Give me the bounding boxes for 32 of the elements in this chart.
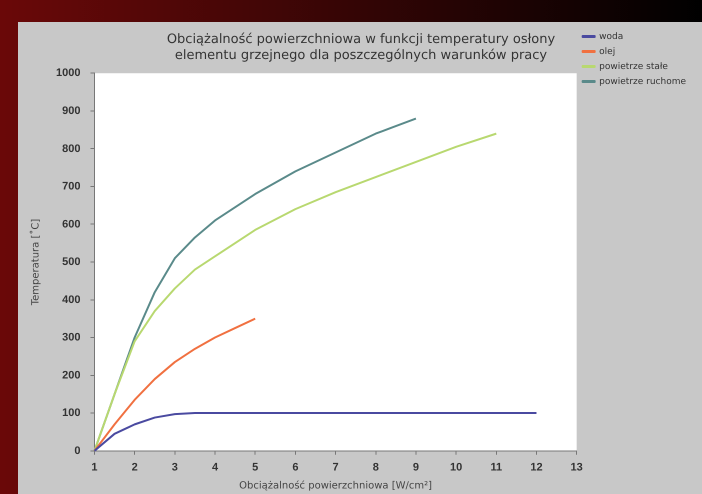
x-tick-label: 12 bbox=[530, 461, 543, 474]
x-tick-label: 13 bbox=[570, 461, 583, 474]
x-tick-label: 10 bbox=[450, 461, 462, 474]
x-tick-label: 9 bbox=[412, 461, 419, 474]
x-tick-label: 2 bbox=[132, 461, 138, 474]
y-tick-label: 0 bbox=[74, 444, 80, 457]
x-tick-label: 6 bbox=[292, 461, 298, 474]
y-tick-label: 900 bbox=[62, 104, 80, 117]
y-tick-label: 800 bbox=[62, 142, 80, 155]
y-axis-title: Temperatura [˚C] bbox=[30, 218, 42, 306]
x-tick-label: 5 bbox=[252, 461, 258, 474]
y-tick-label: 200 bbox=[62, 369, 80, 382]
x-tick-label: 8 bbox=[372, 461, 379, 474]
panel-frame: Obciążalność powierzchniowa [W/cm²] Temperatura [˚C] woda olej powietrze stałe powietrze ruchome Obciążalność powierzchniowa w funkcji temperatury osłony elementu grzejnego dla poszczególnych warunków pracy 1 2 3 4 5 6 7 8 9 10 11 12 13 0 100 200 300 400 500 600 700 800 900 1000 bbox=[18, 22, 702, 494]
y-tick-label: 600 bbox=[62, 218, 80, 230]
legend-label: olej bbox=[599, 46, 616, 57]
chart-title: Obciążalność powierzchniowa w funkcji temperatury osłony elementu grzejnego dla poszczególnych warunków pracy bbox=[166, 32, 556, 63]
x-tick-label: 11 bbox=[490, 461, 502, 474]
y-tick-label: 1000 bbox=[56, 67, 80, 80]
legend-label: woda bbox=[599, 32, 624, 42]
y-tick-label: 300 bbox=[62, 332, 80, 344]
x-tick-label: 7 bbox=[332, 461, 339, 474]
y-tick-label: 400 bbox=[62, 294, 80, 306]
x-tick-label: 4 bbox=[212, 461, 219, 474]
x-axis-title: Obciążalność powierzchniowa [W/cm²] bbox=[239, 480, 432, 492]
legend-label: powietrze ruchome bbox=[599, 76, 686, 87]
legend-label: powietrze stałe bbox=[599, 62, 668, 72]
x-tick-label: 1 bbox=[91, 461, 98, 474]
y-tick-label: 700 bbox=[62, 180, 80, 193]
y-tick-label: 100 bbox=[62, 407, 80, 420]
y-tick-label: 500 bbox=[62, 256, 80, 268]
x-tick-label: 3 bbox=[172, 461, 178, 474]
